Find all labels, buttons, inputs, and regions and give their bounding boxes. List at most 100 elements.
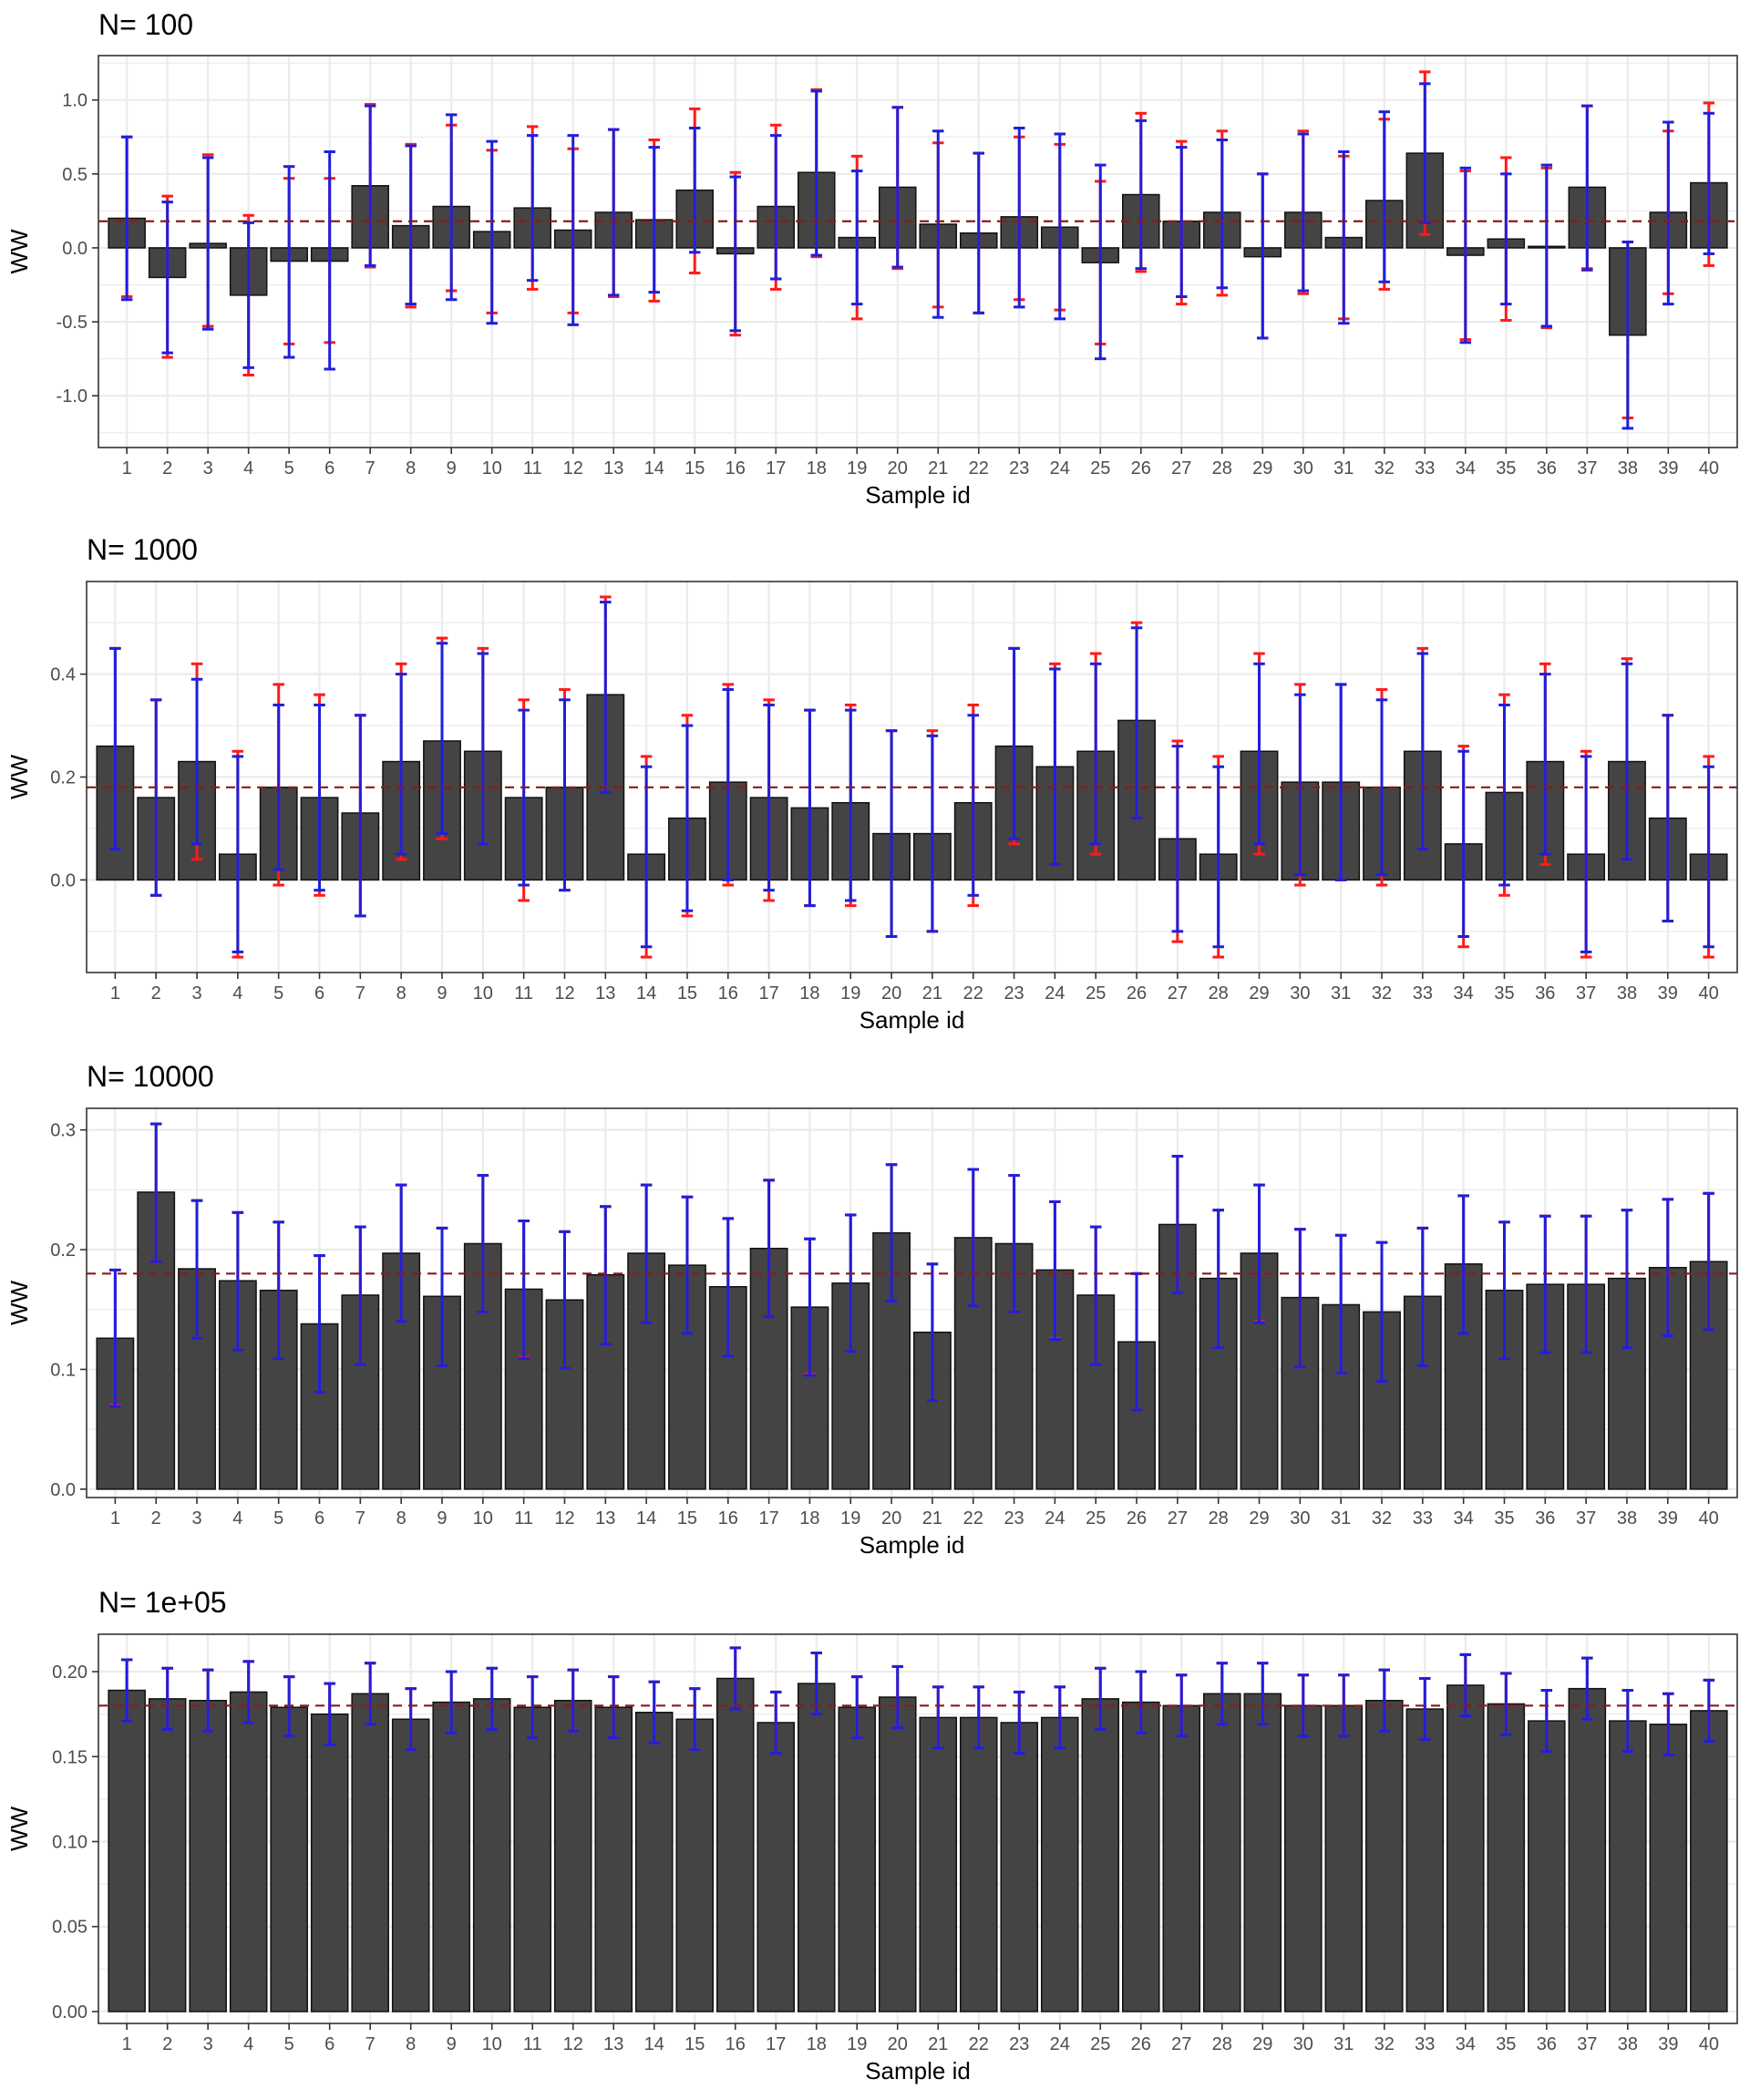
x-tick-label: 35	[1494, 1508, 1514, 1529]
x-tick-label: 1	[110, 983, 120, 1004]
x-tick-label: 7	[355, 1508, 365, 1529]
y-tick-label: 0.4	[50, 665, 76, 685]
x-tick-label: 3	[203, 2034, 213, 2054]
x-tick-label: 26	[1127, 983, 1147, 1004]
x-tick-label: 39	[1658, 2034, 1678, 2054]
x-tick-label: 38	[1617, 1508, 1637, 1529]
x-tick-label: 33	[1415, 2034, 1435, 2054]
bar	[838, 1706, 877, 2012]
x-tick-label: 2	[162, 458, 172, 479]
bar	[715, 1677, 755, 2012]
bar	[1568, 1687, 1607, 2012]
bar	[1487, 1703, 1526, 2012]
bar	[1284, 1704, 1323, 2012]
x-tick-label: 4	[243, 458, 253, 479]
y-tick-label: -0.5	[57, 313, 88, 333]
x-tick-label: 15	[685, 2034, 705, 2054]
x-tick-label: 14	[636, 983, 656, 1004]
x-tick-label: 10	[482, 458, 502, 479]
y-tick-label: 0.2	[50, 768, 76, 788]
y-tick-label: 0.05	[52, 1918, 88, 1938]
y-tick-label: 0.0	[50, 870, 76, 890]
bar	[1122, 1701, 1160, 2012]
x-tick-label: 35	[1496, 2034, 1516, 2054]
x-tick-label: 38	[1617, 983, 1637, 1004]
x-tick-label: 40	[1699, 2034, 1719, 2054]
x-tick-label: 12	[554, 1508, 574, 1529]
bar	[1649, 1724, 1688, 2012]
x-tick-label: 11	[523, 2034, 542, 2054]
x-tick-label: 17	[758, 983, 778, 1004]
x-axis-title: Sample id	[860, 1006, 965, 1034]
x-tick-label: 10	[473, 1508, 493, 1529]
y-tick-label: 1.0	[62, 91, 88, 111]
x-tick-label: 4	[232, 983, 242, 1004]
x-tick-label: 40	[1698, 983, 1718, 1004]
y-tick-label: 0.15	[52, 1747, 88, 1767]
x-tick-label: 38	[1618, 2034, 1638, 2054]
x-tick-label: 35	[1496, 458, 1516, 479]
x-tick-label: 23	[1004, 1508, 1024, 1529]
x-tick-label: 29	[1252, 458, 1272, 479]
bar	[472, 1698, 511, 2012]
x-tick-label: 37	[1577, 458, 1597, 479]
x-tick-label: 33	[1413, 1508, 1433, 1529]
bar	[391, 1718, 430, 2012]
x-tick-label: 30	[1290, 1508, 1310, 1529]
x-tick-label: 36	[1537, 458, 1557, 479]
x-tick-label: 1	[122, 458, 132, 479]
x-tick-label: 40	[1699, 458, 1719, 479]
x-tick-label: 32	[1372, 983, 1392, 1004]
y-tick-label: -1.0	[57, 386, 88, 407]
x-tick-label: 16	[726, 2034, 746, 2054]
x-tick-label: 27	[1168, 983, 1188, 1004]
x-tick-label: 5	[284, 2034, 294, 2054]
x-tick-label: 17	[758, 1508, 778, 1529]
y-axis-title: WW	[5, 1281, 33, 1326]
y-tick-label: 0.1	[50, 1360, 76, 1380]
panel-title: N= 100	[98, 8, 193, 41]
bar	[148, 1698, 187, 2012]
x-tick-label: 36	[1537, 2034, 1557, 2054]
y-tick-label: 0.10	[52, 1832, 88, 1852]
x-tick-label: 22	[963, 983, 983, 1004]
x-tick-label: 4	[232, 1508, 242, 1529]
bar	[919, 1716, 958, 2012]
x-tick-label: 37	[1577, 2034, 1597, 2054]
x-tick-label: 28	[1209, 1508, 1229, 1529]
x-tick-label: 19	[840, 1508, 860, 1529]
bar	[1689, 1261, 1728, 1490]
bar	[1162, 1704, 1201, 2012]
x-tick-label: 10	[473, 983, 493, 1004]
bar	[594, 1706, 633, 2012]
x-tick-label: 12	[563, 458, 583, 479]
y-tick-label: 0.00	[52, 2002, 88, 2023]
x-tick-label: 7	[355, 983, 365, 1004]
chart-panel-3: 0.00.10.20.31 2 3 4 5 6 7 8 9 10 11 12 13 14 15 16 17 18 1…	[5, 1060, 1738, 1559]
x-tick-label: 1	[110, 1508, 120, 1529]
x-tick-label: 9	[437, 1508, 447, 1529]
x-tick-label: 21	[928, 458, 948, 479]
x-tick-label: 30	[1293, 2034, 1313, 2054]
bar	[1040, 1716, 1079, 2012]
x-tick-label: 38	[1618, 458, 1638, 479]
x-tick-label: 9	[447, 2034, 457, 2054]
bar	[553, 1699, 592, 2012]
x-tick-label: 20	[881, 983, 901, 1004]
x-tick-label: 25	[1086, 1508, 1106, 1529]
x-tick-label: 29	[1249, 1508, 1269, 1529]
x-tick-label: 30	[1290, 983, 1310, 1004]
bar	[959, 1716, 998, 2012]
x-tick-label: 8	[406, 458, 416, 479]
x-tick-label: 13	[603, 2034, 623, 2054]
bar	[797, 1683, 836, 2012]
x-axis-title: Sample id	[865, 481, 971, 509]
x-tick-label: 5	[284, 458, 294, 479]
y-axis-title: WW	[5, 229, 33, 274]
x-tick-label: 7	[365, 458, 376, 479]
x-tick-label: 24	[1050, 458, 1070, 479]
x-tick-label: 23	[1004, 983, 1024, 1004]
x-tick-label: 39	[1658, 983, 1678, 1004]
panel-title: N= 1000	[87, 533, 198, 566]
x-tick-label: 5	[273, 983, 283, 1004]
